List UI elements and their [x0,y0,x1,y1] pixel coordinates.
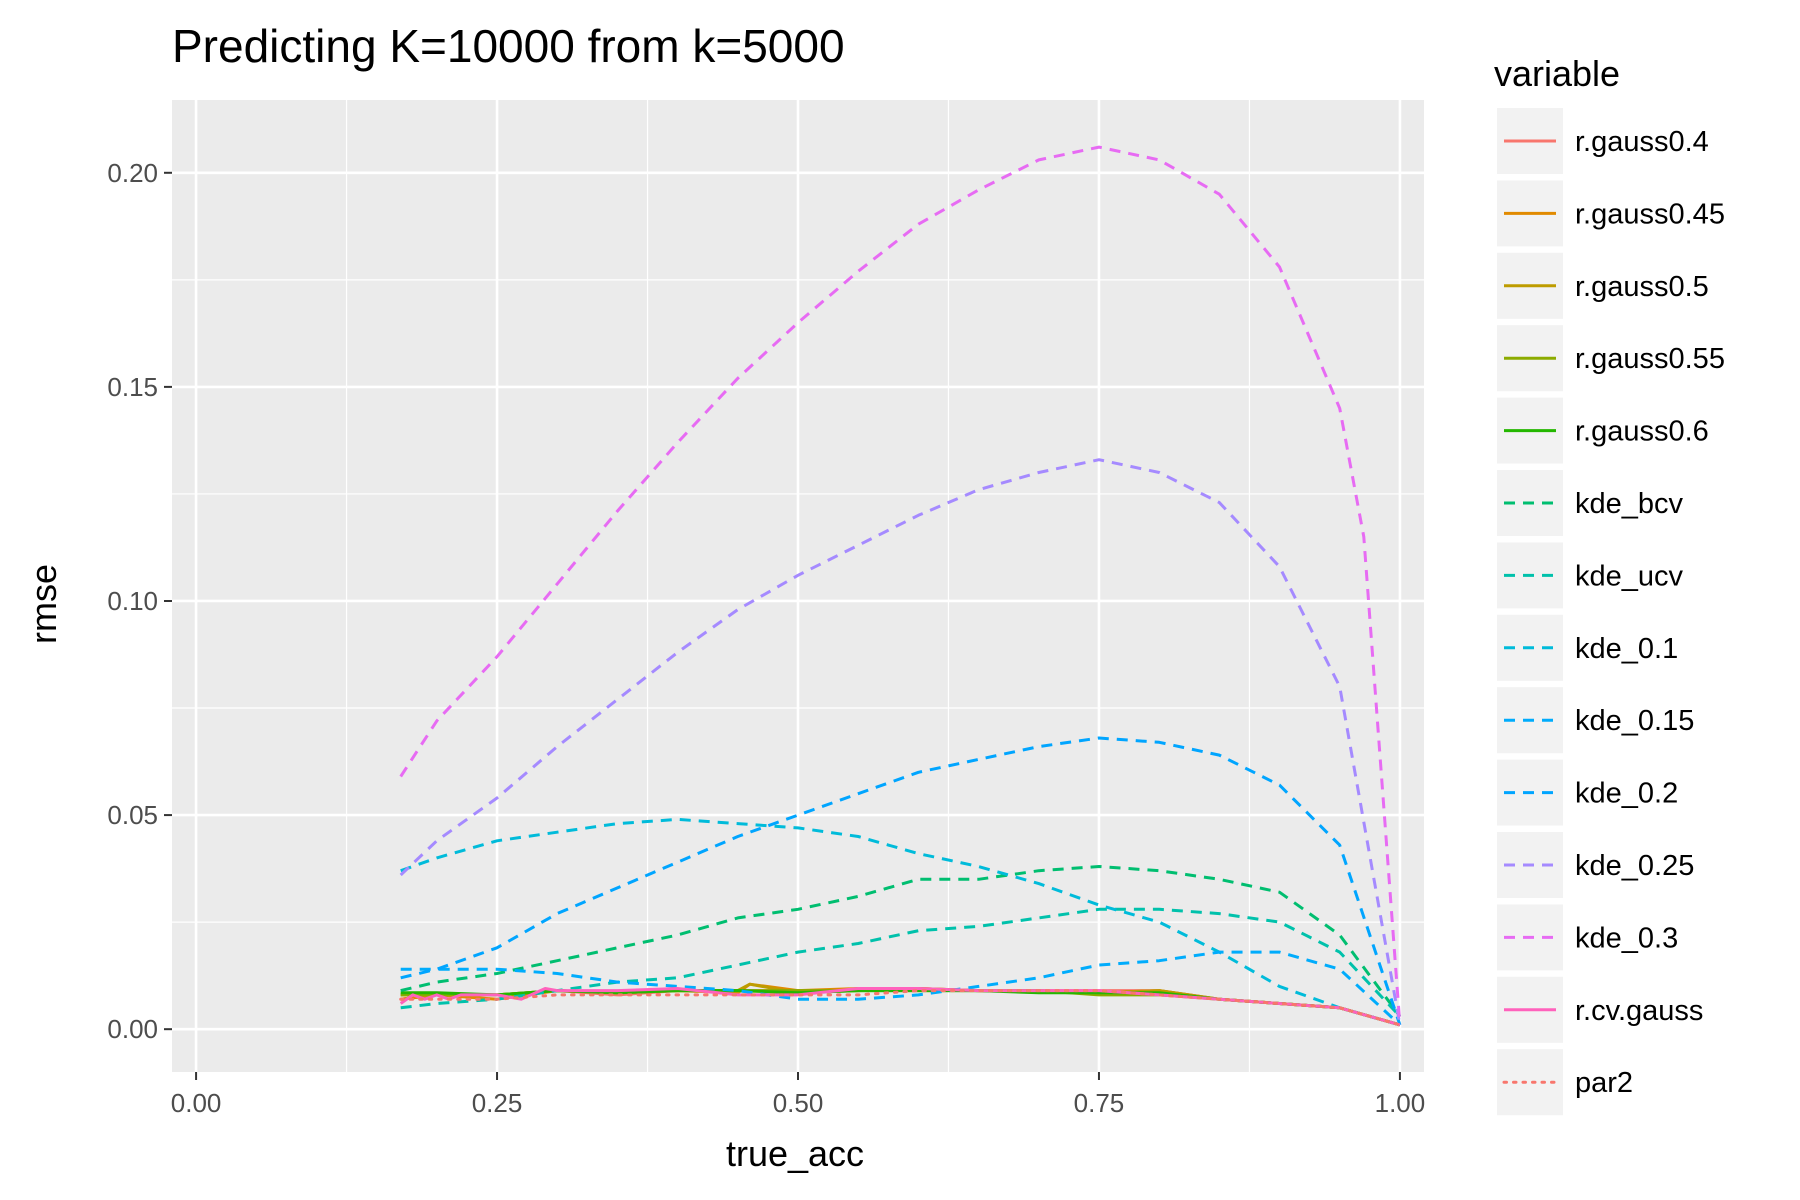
legend-title: variable [1494,53,1620,94]
legend-label: kde_ucv [1575,560,1684,592]
series-line-kde_0.25 [399,458,1402,1026]
legend-label: par2 [1575,1067,1633,1099]
axes: 0.00 0.25 0.50 0.75 1.00 0.00 0.05 0.10 0.15 0.20 [107,158,1425,1118]
x-tick-label: 0.75 [1074,1088,1125,1118]
legend-label: kde_0.25 [1575,850,1694,882]
y-tick-label: 0.10 [107,586,158,616]
legend-label: r.cv.gauss [1575,995,1703,1027]
x-tick-label: 1.00 [1375,1088,1426,1118]
x-axis-title: true_acc [726,1133,864,1174]
y-axis-title: rmse [23,564,64,644]
series-line-kde_0.2 [400,736,1402,1026]
x-tick-label: 0.25 [472,1088,523,1118]
series-line-kde_bcv [400,865,1402,1018]
legend-label: r.gauss0.55 [1575,343,1725,375]
legend-label: r.gauss0.6 [1575,416,1709,448]
legend-label: r.gauss0.4 [1575,126,1709,158]
legend-label: kde_0.15 [1575,705,1694,737]
y-tick-label: 0.15 [107,372,158,402]
legend-label: r.gauss0.5 [1575,271,1709,303]
legend-label: kde_0.1 [1575,633,1678,665]
legend-label: kde_0.3 [1575,922,1678,954]
legend-label: r.gauss0.45 [1575,198,1725,230]
series-lines [399,145,1402,1027]
chart-title: Predicting K=10000 from k=5000 [172,20,845,72]
y-tick-label: 0.00 [107,1014,158,1044]
series-line-kde_0.1 [400,817,1401,1027]
legend: r.gauss0.4 r.gauss0.45 r.gauss0.5 r.gauss0.… [1497,108,1725,1116]
legend-label: kde_bcv [1575,488,1684,520]
y-tick-label: 0.05 [107,800,158,830]
series-line-par2 [399,989,1402,1027]
series-line-kde_0.3 [399,145,1402,1026]
x-tick-label: 0.00 [171,1088,222,1118]
series-line-kde_ucv [400,907,1401,1018]
legend-label: kde_0.2 [1575,778,1678,810]
y-tick-label: 0.20 [107,158,158,188]
x-tick-label: 0.50 [773,1088,824,1118]
